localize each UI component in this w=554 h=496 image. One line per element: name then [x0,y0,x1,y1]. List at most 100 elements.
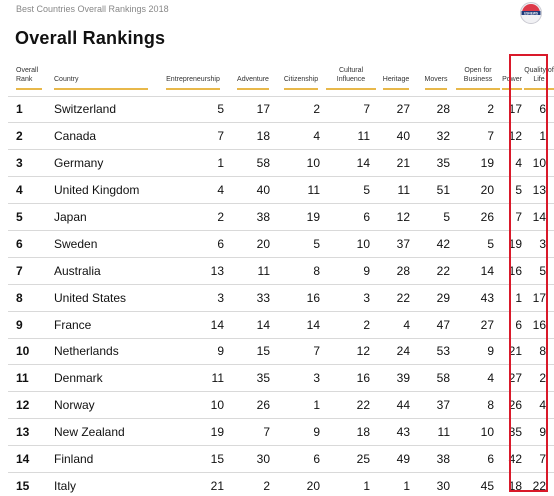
table-header-row: Overall Rank Country Entrepreneurship Ad… [8,60,554,96]
citizenship-cell: 14 [276,310,326,339]
heritage-cell: 12 [376,203,416,231]
quality-of-life-cell: 13 [524,176,554,204]
movers-cell: 35 [416,149,456,177]
rank-cell: 12 [8,391,46,419]
heritage-cell: 22 [376,283,416,312]
header-entrepreneurship[interactable]: Entrepreneurship [156,60,230,96]
citizenship-cell: 16 [276,283,326,312]
open-for-business-cell: 26 [456,203,500,231]
heritage-cell: 39 [376,364,416,392]
entrepreneurship-cell: 7 [156,122,230,150]
header-adventure[interactable]: Adventure [230,60,276,96]
citizenship-cell: 10 [276,149,326,177]
movers-cell: 11 [416,418,456,446]
header-overall-rank[interactable]: Overall Rank [8,60,46,96]
cultural-influence-cell: 1 [326,471,376,496]
rank-cell: 14 [8,445,46,473]
adventure-cell: 40 [230,176,276,204]
citizenship-cell: 2 [276,95,326,123]
country-cell[interactable]: Norway [46,391,156,419]
cultural-influence-cell: 7 [326,95,376,123]
table-row: 7 Australia 13 11 8 9 28 22 14 16 5 [8,256,554,285]
movers-cell: 5 [416,203,456,231]
movers-cell: 58 [416,364,456,392]
power-cell: 4 [500,149,524,177]
open-for-business-cell: 14 [456,256,500,285]
table-row: 12 Norway 10 26 1 22 44 37 8 26 4 [8,391,554,419]
country-cell[interactable]: Switzerland [46,95,156,123]
country-cell[interactable]: Australia [46,256,156,285]
heritage-cell: 40 [376,122,416,150]
country-cell[interactable]: Japan [46,203,156,231]
power-cell: 12 [500,122,524,150]
logo-text: USNEWS [524,11,538,15]
header-citizenship[interactable]: Citizenship [276,60,326,96]
power-cell: 21 [500,337,524,365]
country-cell[interactable]: New Zealand [46,418,156,446]
power-cell: 17 [500,95,524,123]
citizenship-cell: 20 [276,471,326,496]
table-row: 6 Sweden 6 20 5 10 37 42 5 19 3 [8,229,554,258]
cultural-influence-cell: 18 [326,418,376,446]
rank-cell: 11 [8,364,46,392]
quality-of-life-cell: 22 [524,471,554,496]
table-row: 10 Netherlands 9 15 7 12 24 53 9 21 8 [8,337,554,365]
quality-of-life-cell: 6 [524,95,554,123]
cultural-influence-cell: 12 [326,337,376,365]
country-cell[interactable]: Germany [46,149,156,177]
entrepreneurship-cell: 3 [156,283,230,312]
adventure-cell: 30 [230,445,276,473]
citizenship-cell: 6 [276,445,326,473]
citizenship-cell: 8 [276,256,326,285]
heritage-cell: 1 [376,471,416,496]
power-cell: 1 [500,283,524,312]
header-open-for-business[interactable]: Open for Business [456,60,500,96]
rank-cell: 5 [8,203,46,231]
cultural-influence-cell: 16 [326,364,376,392]
header-power[interactable]: Power [500,60,524,96]
heritage-cell: 24 [376,337,416,365]
quality-of-life-cell: 7 [524,445,554,473]
rank-cell: 13 [8,418,46,446]
heritage-cell: 37 [376,229,416,258]
power-cell: 16 [500,256,524,285]
country-cell[interactable]: France [46,310,156,339]
rank-cell: 10 [8,337,46,365]
country-cell[interactable]: United States [46,283,156,312]
entrepreneurship-cell: 14 [156,310,230,339]
open-for-business-cell: 45 [456,471,500,496]
country-cell[interactable]: Canada [46,122,156,150]
country-cell[interactable]: United Kingdom [46,176,156,204]
open-for-business-cell: 10 [456,418,500,446]
citizenship-cell: 1 [276,391,326,419]
adventure-cell: 20 [230,229,276,258]
citizenship-cell: 4 [276,122,326,150]
adventure-cell: 18 [230,122,276,150]
rank-cell: 7 [8,256,46,285]
heritage-cell: 21 [376,149,416,177]
quality-of-life-cell: 17 [524,283,554,312]
citizenship-cell: 9 [276,418,326,446]
quality-of-life-cell: 2 [524,364,554,392]
quality-of-life-cell: 5 [524,256,554,285]
movers-cell: 22 [416,256,456,285]
header-quality-of-life[interactable]: Quality of Life [524,60,554,96]
header-country[interactable]: Country [46,60,156,96]
page-title: Overall Rankings [15,28,166,48]
movers-cell: 53 [416,337,456,365]
country-cell[interactable]: Sweden [46,229,156,258]
country-cell[interactable]: Italy [46,471,156,496]
heritage-cell: 44 [376,391,416,419]
quality-of-life-cell: 16 [524,310,554,339]
quality-of-life-cell: 8 [524,337,554,365]
country-cell[interactable]: Denmark [46,364,156,392]
heritage-cell: 43 [376,418,416,446]
header-heritage[interactable]: Heritage [376,60,416,96]
table-row: 15 Italy 21 2 20 1 1 30 45 18 22 [8,471,554,496]
header-cultural-influence[interactable]: Cultural Influence [326,60,376,96]
cultural-influence-cell: 11 [326,122,376,150]
heritage-cell: 28 [376,256,416,285]
country-cell[interactable]: Finland [46,445,156,473]
header-movers[interactable]: Movers [416,60,456,96]
country-cell[interactable]: Netherlands [46,337,156,365]
